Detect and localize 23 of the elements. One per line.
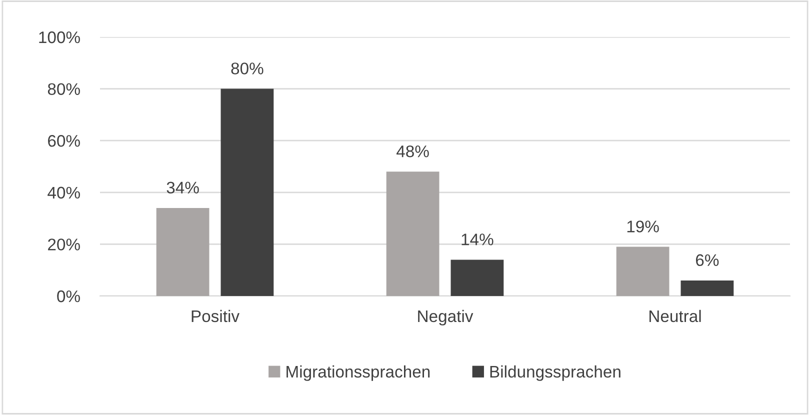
bar bbox=[680, 280, 734, 296]
x-tick-label: Neutral bbox=[650, 310, 701, 322]
bar bbox=[386, 172, 440, 296]
y-tick-label: 60% bbox=[48, 135, 80, 147]
legend-label: Bildungssprachen bbox=[490, 365, 620, 381]
bar bbox=[156, 208, 210, 296]
data-label: 6% bbox=[696, 254, 719, 266]
x-tick-label: Positiv bbox=[192, 310, 240, 322]
data-label: 80% bbox=[231, 62, 264, 74]
y-tick-label: 80% bbox=[48, 83, 80, 96]
y-tick-label: 40% bbox=[48, 186, 80, 199]
x-tick-label: Negativ bbox=[418, 310, 474, 326]
data-label: 19% bbox=[627, 220, 659, 232]
legend-label: Migrationssprachen bbox=[286, 365, 430, 381]
bar bbox=[450, 260, 504, 296]
data-label: 14% bbox=[462, 234, 494, 246]
y-tick-label: 0% bbox=[57, 290, 80, 302]
y-tick-label: 100% bbox=[39, 31, 80, 44]
data-label: 34% bbox=[166, 182, 199, 194]
bar bbox=[220, 88, 274, 296]
data-label: 48% bbox=[396, 145, 429, 158]
bar bbox=[616, 246, 670, 296]
y-tick-label: 20% bbox=[48, 238, 80, 250]
